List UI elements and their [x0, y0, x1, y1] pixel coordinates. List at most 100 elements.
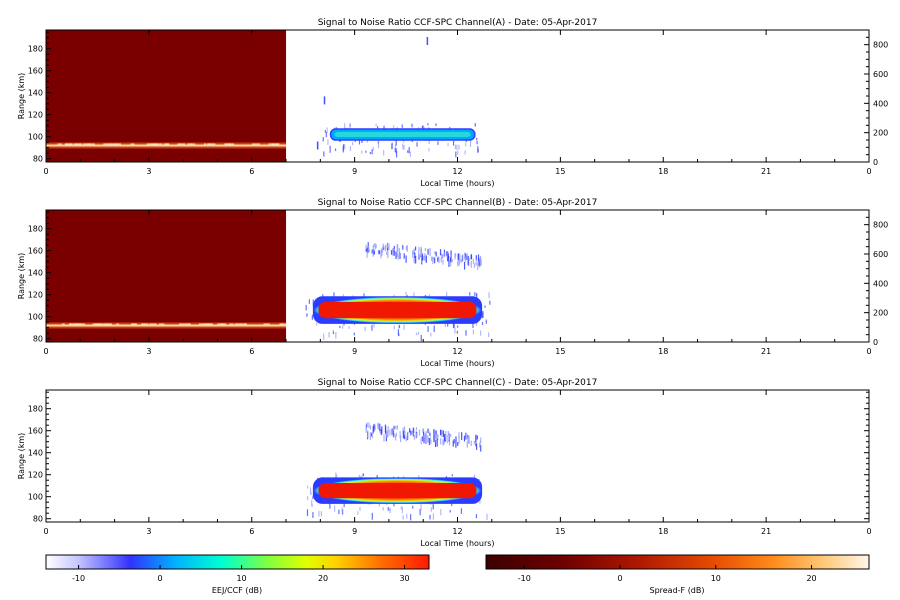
upper-echo-mark	[449, 257, 452, 262]
eej-fringe-mark	[326, 127, 328, 134]
x-tick-label: 6	[249, 167, 254, 176]
upper-echo-mark	[382, 246, 384, 253]
eej-fringe-mark	[456, 144, 458, 151]
upper-echo-mark	[422, 428, 425, 434]
upper-echo-mark	[396, 252, 398, 258]
spread-f-speck	[221, 323, 225, 325]
spread-f-speck	[225, 143, 232, 145]
eej-fringe-mark	[411, 123, 413, 128]
eej-fringe-mark	[358, 139, 361, 145]
spread-f-speck	[130, 143, 135, 145]
spread-f-speck	[177, 143, 182, 145]
eej-fringe-mark	[477, 148, 479, 153]
upper-echo-mark	[467, 261, 469, 266]
spread-f-speck	[159, 323, 165, 325]
eej-fringe-mark	[344, 123, 346, 130]
eej-fringe-mark	[451, 503, 453, 507]
eej-fringe-mark	[482, 310, 484, 318]
y-tick-label: 180	[28, 405, 43, 414]
upper-echo-mark	[387, 250, 389, 259]
eej-fringe-mark	[400, 506, 402, 510]
colorbar-tick-label: 30	[399, 574, 409, 583]
upper-echo-mark	[381, 426, 383, 434]
upper-echo-mark	[448, 433, 450, 441]
upper-echo-mark	[452, 440, 454, 447]
eej-fringe-mark	[476, 137, 478, 141]
upper-echo-mark	[455, 436, 457, 441]
upper-echo-mark	[373, 423, 376, 430]
upper-echo-mark	[434, 257, 436, 264]
upper-echo-mark	[440, 257, 442, 263]
upper-echo-mark	[405, 245, 407, 251]
upper-echo-mark	[395, 425, 397, 430]
eej-fringe-mark	[373, 323, 375, 328]
y-axis-label: Range (km)	[17, 73, 26, 120]
eej-fringe-mark	[402, 143, 404, 150]
spread-f-speck	[146, 143, 152, 145]
right-tick-label: 600	[873, 250, 888, 259]
eej-fringe-mark	[306, 509, 309, 517]
x-tick-label: 9	[352, 347, 357, 356]
upper-echo-mark	[453, 438, 455, 444]
upper-echo-mark	[429, 432, 431, 436]
y-tick-label: 180	[28, 45, 43, 54]
spread-f-speck	[229, 323, 234, 325]
upper-echo-mark	[434, 440, 437, 447]
eej-fringe-mark	[476, 140, 478, 145]
eej-fringe-mark	[460, 508, 463, 514]
upper-echo-mark	[457, 441, 459, 446]
colorbar-tick-label: 20	[318, 574, 328, 583]
upper-echo-mark	[477, 262, 479, 271]
upper-echo-mark	[473, 440, 475, 445]
eej-fringe-mark	[343, 503, 345, 508]
upper-echo-mark	[464, 256, 466, 262]
eej-fringe-mark	[454, 144, 457, 150]
upper-echo-mark	[475, 439, 477, 445]
spread-f-speck	[198, 323, 205, 325]
upper-echo-mark	[395, 432, 398, 437]
upper-echo-mark	[463, 435, 466, 442]
spread-f-speck	[154, 143, 159, 145]
eej-fringe-mark	[474, 123, 476, 127]
colorbar-tick-label: 20	[806, 574, 816, 583]
x-tick-label: 21	[761, 527, 771, 536]
y-axis-label: Range (km)	[17, 253, 26, 300]
spread-f-speck	[203, 143, 207, 145]
eej-fringe-mark	[408, 147, 410, 154]
upper-echo-mark	[392, 428, 394, 435]
eej-fringe-mark	[335, 472, 337, 479]
upper-echo-mark	[468, 262, 470, 267]
colorbar-tick-label: 0	[158, 574, 163, 583]
upper-echo-mark	[443, 433, 446, 442]
right-tick-label: 200	[873, 129, 888, 138]
upper-echo-mark	[476, 435, 478, 440]
upper-echo-mark	[377, 423, 379, 430]
y-tick-label: 180	[28, 225, 43, 234]
colorbar-tick-label: 10	[236, 574, 246, 583]
colorbar-tick-label: -10	[72, 574, 85, 583]
upper-echo-mark	[477, 262, 480, 266]
upper-echo-mark	[439, 249, 442, 256]
upper-echo-mark	[434, 430, 436, 438]
eej-fringe-mark	[421, 125, 423, 129]
eej-fringe-mark	[479, 330, 482, 336]
upper-echo-mark	[460, 259, 462, 263]
upper-echo-mark	[384, 244, 387, 252]
upper-echo-mark	[383, 434, 385, 442]
upper-echo-mark	[435, 251, 437, 257]
upper-echo-mark	[429, 248, 431, 256]
spread-f-region	[46, 210, 287, 342]
x-tick-label: 12	[452, 167, 462, 176]
upper-echo-mark	[446, 435, 448, 444]
upper-echo-mark	[425, 255, 427, 263]
eej-fringe-mark	[339, 325, 341, 329]
upper-echo-mark	[436, 433, 438, 442]
upper-echo-mark	[387, 431, 389, 438]
upper-echo-mark	[465, 253, 467, 257]
eej-fringe-mark	[382, 507, 384, 511]
upper-echo-mark	[467, 436, 469, 443]
upper-echo-mark	[392, 248, 395, 254]
eej-fringe-mark	[341, 507, 343, 514]
upper-echo-mark	[415, 427, 418, 431]
eej-fringe-mark	[391, 143, 393, 150]
